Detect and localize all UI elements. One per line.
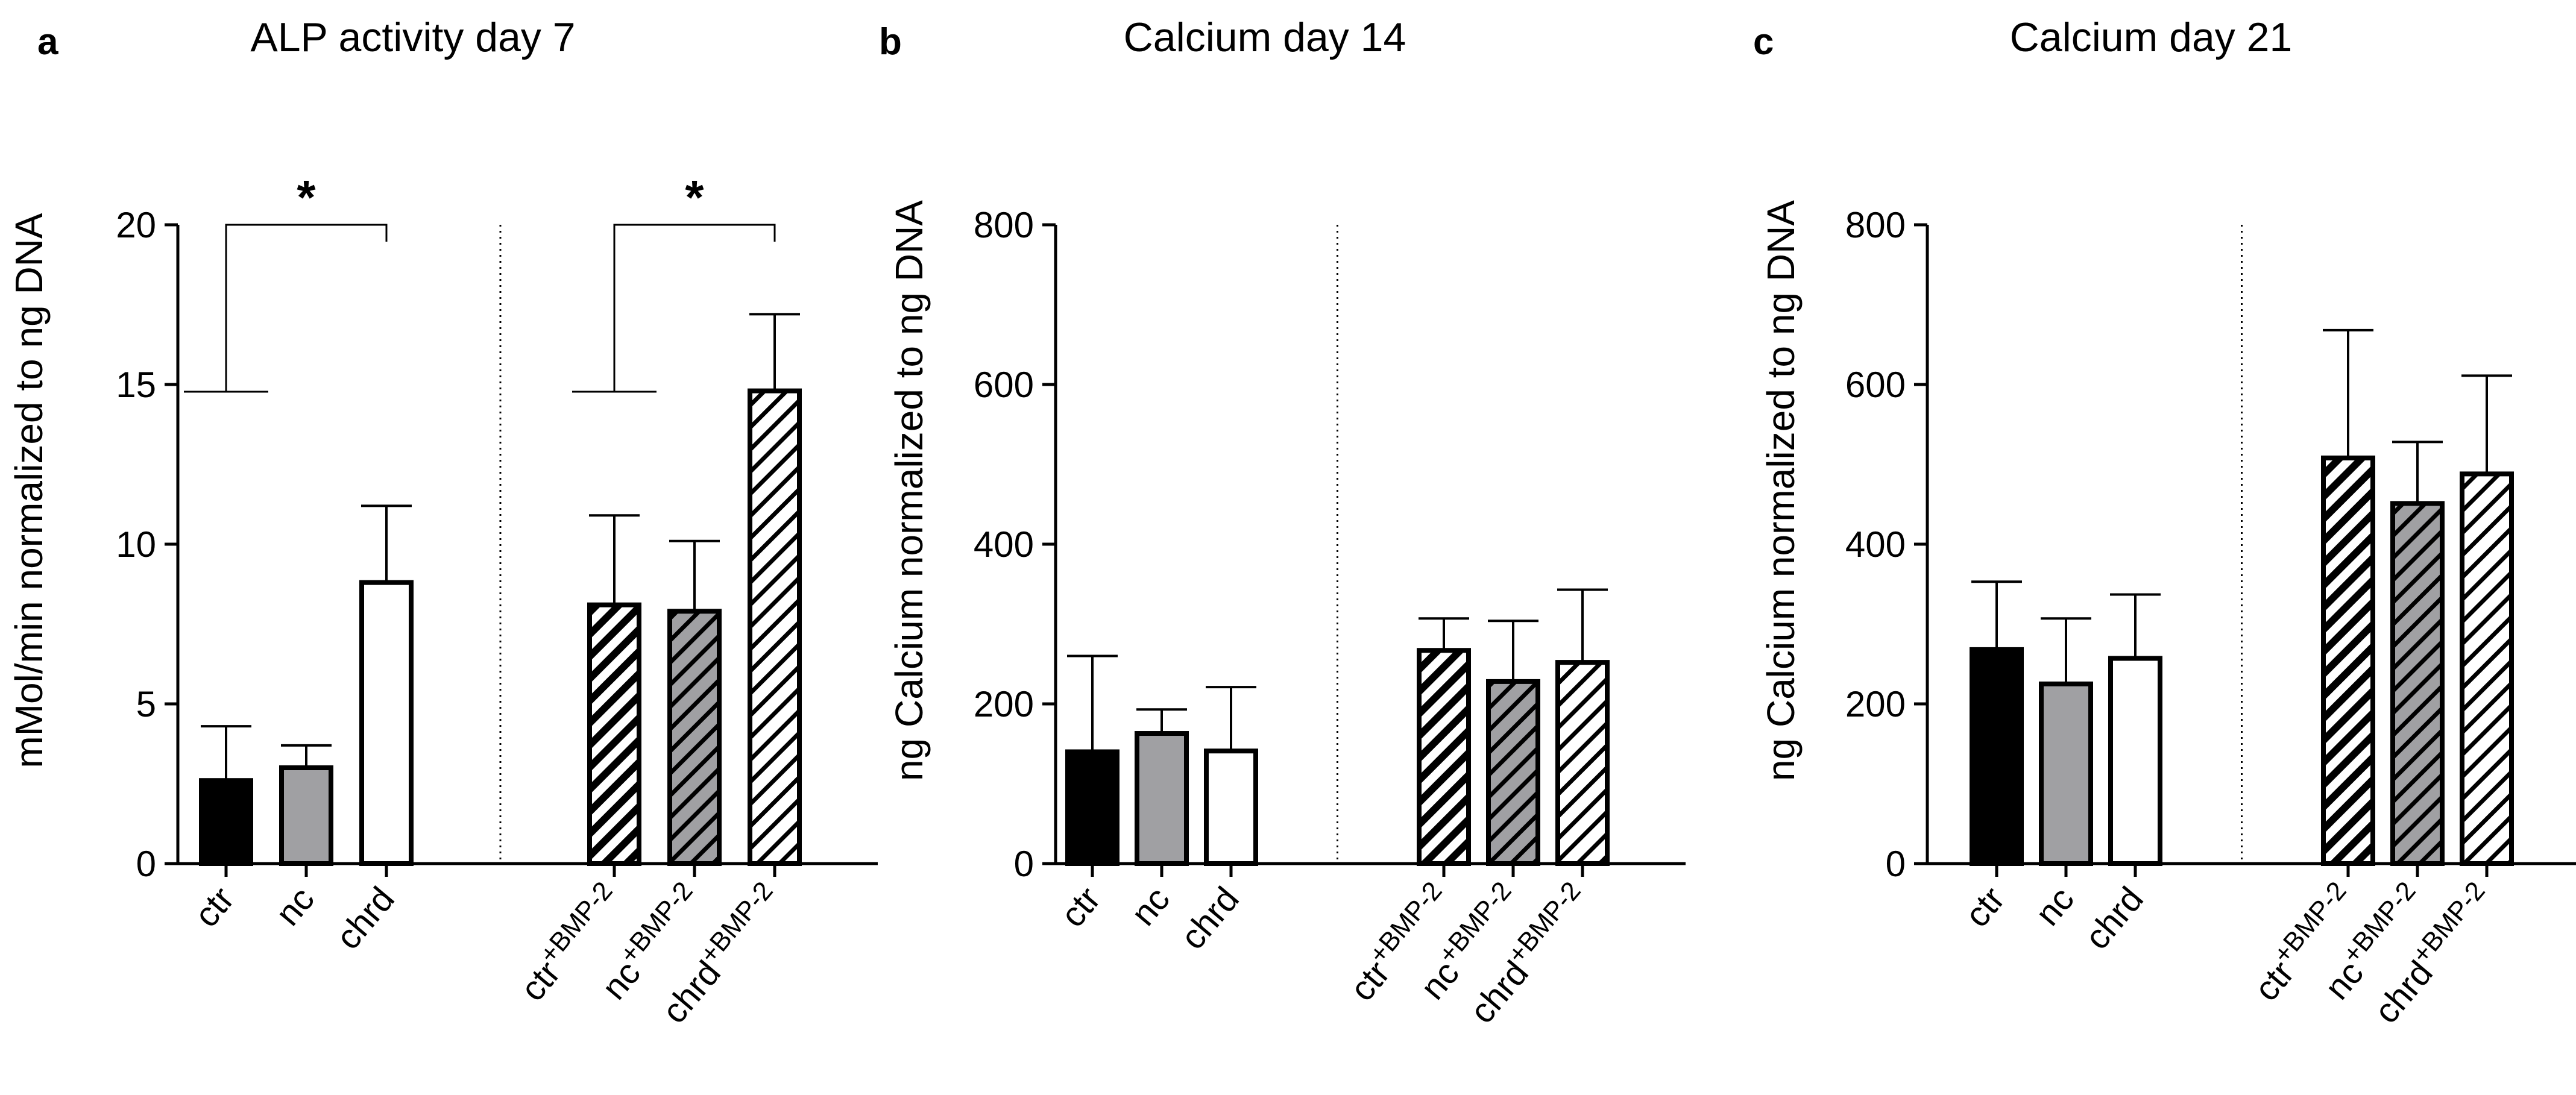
error-bar [2461, 374, 2512, 474]
y-tick-label: 5 [136, 684, 156, 724]
panel-letter-a: a [37, 21, 58, 63]
y-tick-label: 10 [116, 524, 156, 565]
bar-nc [1135, 731, 1189, 867]
bar-ctr-bmp2 [587, 602, 641, 866]
y-tick-label: 400 [1845, 524, 1906, 565]
y-tick-label: 800 [974, 205, 1034, 245]
bar-ctr [1065, 749, 1120, 866]
x-tick-label: nc [268, 880, 322, 933]
bar-nc [2039, 681, 2093, 866]
y-tick-label: 200 [974, 684, 1034, 724]
bar-ctr-bmp2 [2321, 455, 2375, 866]
y-tick-label: 20 [116, 205, 156, 245]
y-tick-label: 0 [1014, 844, 1034, 884]
error-bar [361, 504, 412, 583]
y-tick-label: 400 [974, 524, 1034, 565]
x-tick-label: nc [2028, 880, 2082, 933]
y-tick-label: 600 [974, 365, 1034, 405]
error-bar [2041, 617, 2091, 684]
bar-chrd [359, 580, 414, 866]
x-tick-label: nc [1124, 880, 1177, 933]
error-bar [749, 313, 800, 391]
error-bar [281, 744, 332, 768]
error-bar [2392, 441, 2443, 504]
x-tick-label: ctr [1053, 880, 1108, 935]
error-bar [201, 725, 251, 781]
bar-nc-bmp2 [667, 609, 722, 866]
chart-title-b: Calcium day 14 [1124, 14, 1406, 60]
bar-nc-bmp2 [1486, 679, 1540, 867]
error-bar [589, 514, 640, 605]
bar-nc [279, 765, 333, 866]
significance-bracket [572, 224, 776, 393]
panel-c: c Calcium day 21 ng Calcium normalized t… [1753, 14, 2576, 1031]
panel-letter-b: b [879, 21, 902, 63]
error-bar [2110, 593, 2161, 659]
x-tick-label: chrd [2077, 880, 2151, 957]
bar-ctr [199, 778, 253, 866]
significance-star: * [297, 171, 316, 224]
error-bar [1971, 580, 2022, 650]
bar-chrd-bmp2 [1555, 660, 1610, 866]
error-bar [1419, 617, 1469, 651]
y-axis-label-b: ng Calcium normalized to ng DNA [887, 200, 931, 781]
error-bar [1488, 620, 1538, 682]
x-tick-label: ctr [187, 880, 242, 935]
bar-chrd [2108, 656, 2162, 866]
bar-chrd-bmp2 [2460, 471, 2514, 866]
chart-title-a: ALP activity day 7 [250, 14, 575, 60]
error-bar [2323, 328, 2373, 458]
error-bar [1206, 686, 1256, 751]
x-tick-label: chrd [329, 880, 402, 957]
error-bar [1067, 654, 1118, 752]
significance-star: * [685, 171, 704, 224]
panel-a: a ALP activity day 7 mMol/min normalized… [7, 14, 878, 1031]
chart-title-c: Calcium day 21 [2010, 14, 2293, 60]
bar-chrd-bmp2 [748, 388, 802, 866]
x-tick-label: ctr [1957, 880, 2012, 935]
y-tick-label: 600 [1845, 365, 1906, 405]
error-bar [669, 539, 720, 612]
bar-nc-bmp2 [2390, 501, 2445, 866]
y-tick-label: 0 [136, 844, 156, 884]
bar-chrd [1204, 748, 1258, 867]
bar-ctr [1970, 647, 2024, 867]
significance-bracket [184, 224, 388, 393]
y-tick-label: 15 [116, 365, 156, 405]
y-axis-label-a: mMol/min normalized to ng DNA [7, 213, 51, 768]
bar-ctr-bmp2 [1417, 648, 1471, 866]
panel-b: b Calcium day 14 ng Calcium normalized t… [879, 14, 1686, 1031]
y-tick-label: 800 [1845, 205, 1906, 245]
error-bar [1557, 588, 1608, 663]
error-bar [1136, 708, 1187, 734]
y-tick-label: 0 [1886, 844, 1906, 884]
y-axis-label-c: ng Calcium normalized to ng DNA [1759, 200, 1803, 781]
x-tick-label: chrd [1173, 880, 1247, 957]
y-tick-label: 200 [1845, 684, 1906, 724]
panel-letter-c: c [1753, 21, 1774, 63]
